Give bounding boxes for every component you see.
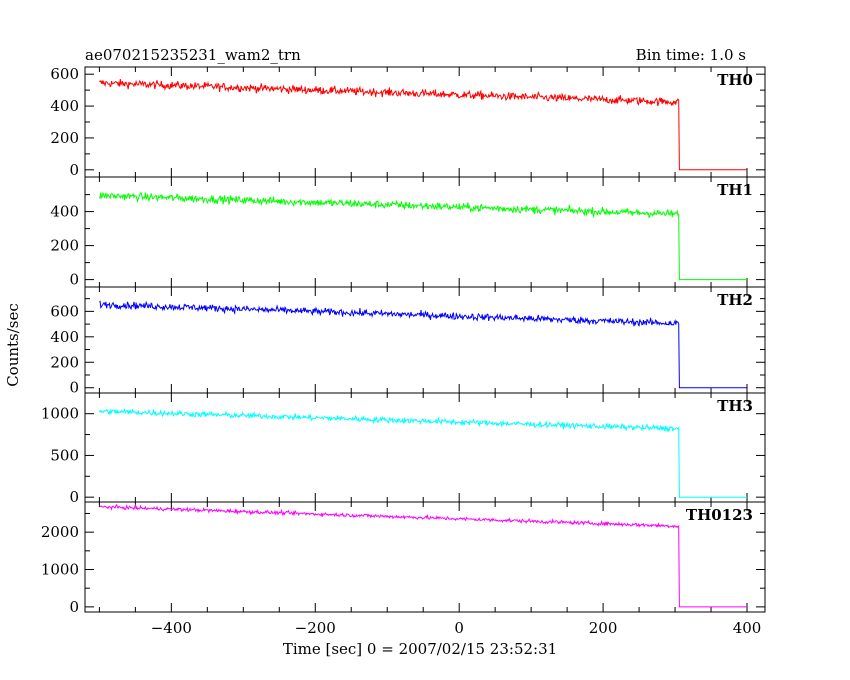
y-tick-label: 0	[69, 488, 79, 506]
y-tick-label: 0	[69, 271, 79, 289]
bin-time-label: Bin time: 1.0 s	[636, 46, 746, 64]
panels-group: 0 200 400 600 TH0 0 200 400 TH1 0 200 400 600 TH2 0 500…	[41, 65, 766, 637]
panel-label-th2: TH2	[717, 291, 753, 309]
panel-frame-th3	[84, 392, 766, 503]
panel-frame-th2	[84, 286, 766, 394]
y-tick-label: 1000	[41, 561, 79, 579]
panel-label-th0123: TH0123	[686, 506, 753, 524]
y-tick-label: 500	[50, 446, 79, 464]
y-tick-label: 200	[50, 129, 79, 147]
y-tick-label: 600	[50, 65, 79, 83]
panel-label-th0: TH0	[717, 71, 753, 89]
y-axis-label: Counts/sec	[4, 303, 22, 387]
y-tick-label: 0	[69, 161, 79, 179]
x-tick-label: 400	[733, 619, 762, 637]
y-tick-label: 600	[50, 302, 79, 320]
y-tick-label: 0	[69, 598, 79, 616]
series-line-th0	[99, 79, 747, 171]
series-line-th1	[98, 191, 747, 281]
chart-title: ae070215235231_wam2_trn	[85, 46, 301, 64]
x-tick-label: 200	[589, 619, 618, 637]
y-tick-label: 400	[50, 203, 79, 221]
series-line-th3	[98, 408, 747, 498]
panel-label-th1: TH1	[717, 181, 753, 199]
panel-frame-th0	[84, 66, 766, 178]
series-line-th0123	[99, 503, 747, 608]
y-tick-label: 400	[50, 328, 79, 346]
y-tick-label: 2000	[41, 523, 79, 541]
y-tick-label: 0	[69, 379, 79, 397]
x-axis-label: Time [sec] 0 = 2007/02/15 23:52:31	[283, 640, 557, 658]
x-tick-label: −200	[295, 619, 336, 637]
y-tick-label: 200	[50, 353, 79, 371]
y-tick-label: 400	[50, 97, 79, 115]
series-line-th2	[99, 300, 747, 389]
y-tick-label: 200	[50, 237, 79, 255]
x-tick-label: 0	[454, 619, 464, 637]
x-tick-label: −400	[151, 619, 192, 637]
y-tick-label: 1000	[41, 405, 79, 423]
panel-frame-th0123	[84, 501, 766, 613]
panel-frame-th1	[84, 176, 766, 288]
panel-label-th3: TH3	[717, 397, 753, 415]
